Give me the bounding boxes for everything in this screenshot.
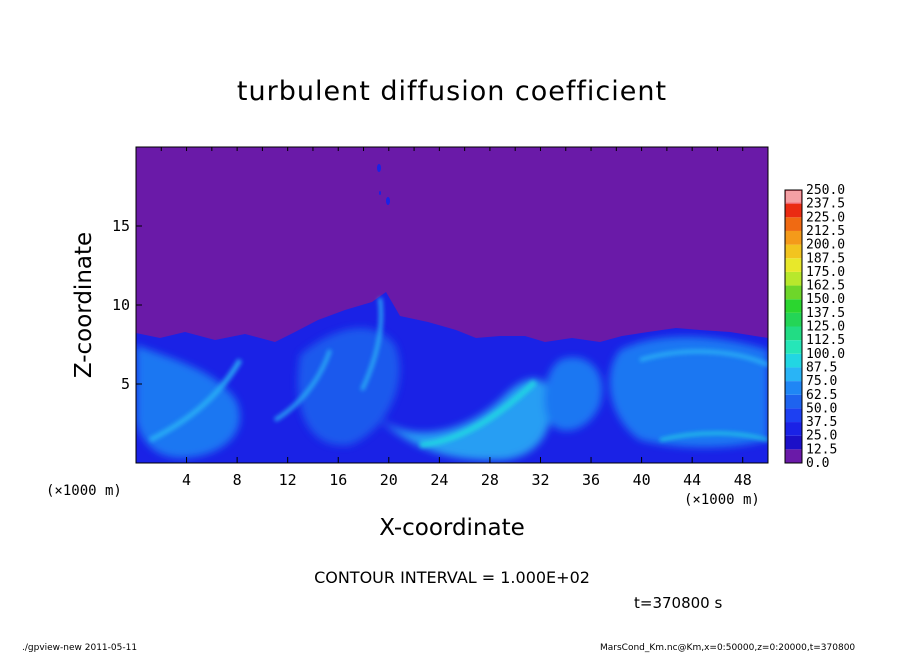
cyan-streak-5 [659,431,768,442]
colorbar-segment [785,435,802,450]
x-tick-label: 32 [531,471,549,489]
colorbar-segment [785,394,802,409]
cyan-streak-4 [639,349,768,367]
colorbar-frame [784,189,803,464]
x-tick-label: 16 [329,471,347,489]
colorbar-label: 137.5 [806,306,845,321]
x-tick-label: 8 [233,471,242,489]
colorbar-segment [785,422,802,436]
colorbar-label: 62.5 [806,388,837,403]
x-tick-label: 40 [633,471,651,489]
heatmap-field [136,147,768,463]
colorbar-segment [785,258,802,272]
colorbar-label: 175.0 [806,265,845,280]
small-cells [377,164,390,205]
colorbar-label: 250.0 [806,183,845,198]
y-tick-label: 10 [112,296,130,314]
plume-right [609,336,768,448]
colorbar-segment [785,203,802,218]
boundary-layer [136,292,768,463]
plume-center [544,357,603,431]
colorbar-segment [785,230,802,245]
colorbar-segment [785,285,802,300]
cyan-streak-6 [273,349,332,422]
colorbar-segment [785,340,802,354]
colorbar-label: 25.0 [806,429,837,444]
x-tick-label: 20 [380,471,398,489]
colorbar-segment [785,367,802,382]
colorbar-label: 50.0 [806,401,837,416]
footer-right: MarsCond_Km.nc@Km,x=0:50000,z=0:20000,t=… [600,643,856,653]
x-tick-label: 44 [683,471,701,489]
footer-left: ./gpview-new 2011-05-11 [22,643,138,653]
x-tick-label: 12 [279,471,297,489]
y-tick-label: 5 [121,375,130,393]
y-axis-ticks: 5 10 15 [112,217,142,393]
colorbar-label: 212.5 [806,224,845,239]
time-label: t=370800 s [634,594,723,612]
colorbar-label: 0.0 [806,456,829,471]
colorbar-segment [785,299,802,313]
cyan-streak-1 [148,358,243,443]
colorbar-segment [785,312,802,327]
x-tick-label: 24 [430,471,448,489]
colorbar-label: 87.5 [806,360,837,375]
colorbar-label: 125.0 [806,320,845,335]
contour-interval-text: CONTOUR INTERVAL = 1.000E+02 [314,568,590,587]
colorbar-label: 75.0 [806,374,837,389]
colorbar-label: 37.5 [806,415,837,430]
x-tick-label: 4 [182,471,191,489]
colorbar-segment [785,449,802,463]
colorbar-label: 187.5 [806,251,845,266]
colorbar-label: 112.5 [806,333,845,348]
colorbar-label: 237.5 [806,197,845,212]
colorbar-segment [785,271,802,286]
colorbar-segment [785,408,802,423]
x-axis-ticks: 4 8 12 16 20 24 28 32 36 40 44 48 [160,147,752,489]
x-unit-right: (×1000 m) [684,492,760,508]
colorbar-label: 12.5 [806,442,837,457]
x-tick-label: 28 [481,471,499,489]
x-tick-label: 48 [734,471,752,489]
wave-crest [380,378,551,461]
colorbar-label: 225.0 [806,210,845,225]
colorbar-label: 150.0 [806,292,845,307]
x-axis-label: X-coordinate [379,515,525,541]
colorbar-label: 100.0 [806,347,845,362]
colorbar: 0.012.525.037.550.062.575.087.5100.0112.… [784,183,845,471]
plume-left [136,345,241,459]
colorbar-segment [785,381,802,395]
chart-title: turbulent diffusion coefficient [236,76,668,107]
colorbar-segment [785,353,802,368]
cyan-streak-3 [360,297,384,391]
colorbar-segment [785,244,802,259]
cyan-streak-2 [419,379,538,448]
colorbar-label: 200.0 [806,238,845,253]
colorbar-segment [785,326,802,341]
x-unit-left: (×1000 m) [46,483,122,499]
y-axis-label: Z-coordinate [71,231,97,379]
colorbar-segment [785,217,802,231]
x-tick-label: 36 [582,471,600,489]
colorbar-label: 162.5 [806,279,845,294]
y-tick-label: 15 [112,217,130,235]
colorbar-top-segment [786,191,801,203]
